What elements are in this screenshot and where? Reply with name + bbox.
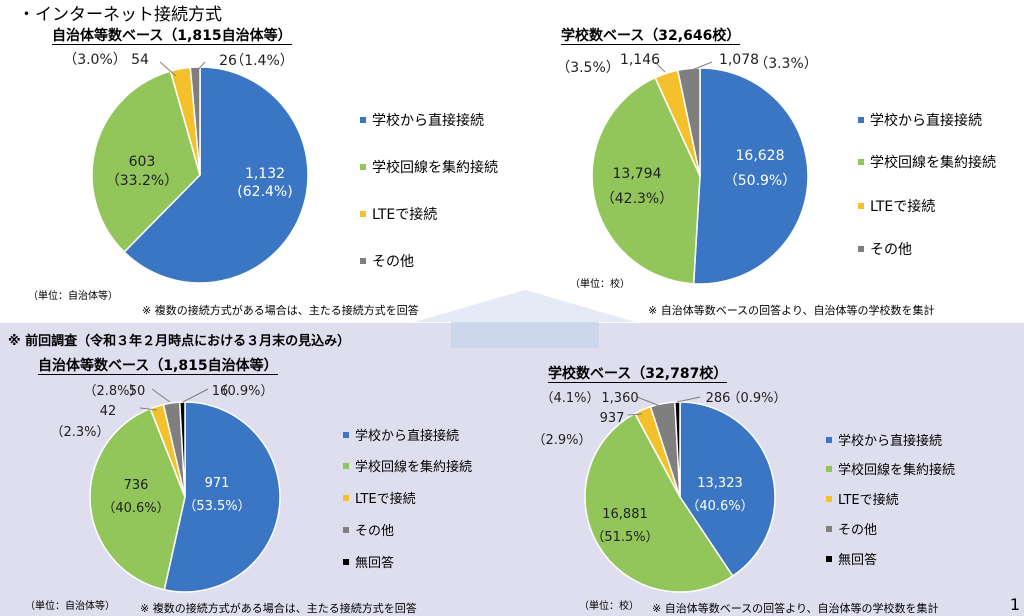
data-label-lte-percent: （2.3%） bbox=[50, 425, 109, 440]
pie-slice-aggregated bbox=[584, 412, 734, 593]
pie-slice-other bbox=[676, 67, 701, 177]
pie-slice-direct bbox=[163, 401, 281, 593]
pie-slice-aggregated bbox=[91, 70, 201, 254]
leader-line-other bbox=[636, 396, 661, 407]
data-label-lte-value: 1,146 bbox=[620, 52, 660, 68]
data-label-aggregated-value: 603 bbox=[129, 154, 156, 170]
legend-item-direct: 学校から直接接続 bbox=[360, 110, 484, 130]
data-label-lte-percent: （2.9%） bbox=[532, 433, 591, 448]
chart-4-unit: （単位：校） bbox=[579, 601, 639, 612]
legend-item-other: その他 bbox=[343, 520, 394, 539]
data-label-direct-value: 16,628 bbox=[736, 148, 785, 164]
leader-line-other bbox=[191, 61, 206, 77]
chart-1-unit: （単位：自治体等） bbox=[28, 291, 118, 302]
data-label-other-percent: （4.1%） bbox=[540, 391, 599, 406]
data-label-direct-value: 1,132 bbox=[245, 166, 285, 182]
leader-line-other bbox=[151, 388, 171, 403]
pie-slice-none bbox=[178, 401, 186, 498]
leader-line-lte bbox=[654, 61, 666, 73]
data-label-direct-percent: （53.5%） bbox=[183, 499, 250, 514]
legend-item-lte: LTEで接続 bbox=[826, 489, 899, 508]
data-label-aggregated-percent: （40.6%） bbox=[102, 501, 169, 516]
data-label-other-value: 1,078 bbox=[719, 52, 759, 68]
leader-line-other bbox=[686, 61, 713, 73]
data-label-other-value: 1,360 bbox=[601, 391, 638, 406]
data-label-other-percent: （1.4%） bbox=[230, 53, 294, 69]
data-label-direct-percent: (62.4%) bbox=[237, 184, 292, 200]
pie-slice-direct bbox=[123, 66, 309, 284]
data-label-none-value: 286 bbox=[706, 391, 731, 406]
chart-2-title: 学校数ベース（32,646校） bbox=[561, 28, 741, 45]
legend-item-lte: LTEで接続 bbox=[360, 204, 437, 224]
data-label-other-percent: （3.3%） bbox=[754, 56, 818, 72]
data-label-none-percent: （0.9%） bbox=[727, 391, 786, 406]
data-label-other-percent: （2.8%） bbox=[83, 384, 142, 399]
data-label-aggregated-value: 13,794 bbox=[613, 166, 662, 182]
data-label-direct-value: 13,323 bbox=[697, 476, 743, 491]
legend-item-direct: 学校から直接接続 bbox=[343, 425, 459, 444]
data-label-aggregated-percent: （33.2%） bbox=[106, 173, 178, 189]
data-label-other-value: 26 bbox=[219, 53, 237, 69]
page-title: ・インターネット接続方式 bbox=[18, 5, 222, 25]
chart-4-note: ※ 自治体等数ベースの回答より、自治体等の学校数を集計 bbox=[652, 602, 939, 615]
data-label-aggregated-value: 16,881 bbox=[602, 507, 648, 522]
chart-3-unit: （単位：自治体等） bbox=[25, 601, 115, 612]
legend-item-lte: LTEで接続 bbox=[343, 488, 416, 507]
legend-item-other: その他 bbox=[858, 239, 912, 259]
legend-item-direct: 学校から直接接続 bbox=[826, 430, 942, 449]
page-number: 1 bbox=[1009, 595, 1020, 614]
leader-line-lte bbox=[159, 61, 177, 77]
data-label-direct-percent: （40.6%） bbox=[686, 499, 753, 514]
data-label-lte-value: 937 bbox=[600, 411, 625, 426]
leader-line-none bbox=[182, 388, 209, 403]
chart-4-title: 学校数ベース（32,787校） bbox=[548, 366, 728, 383]
data-label-other-value: 50 bbox=[129, 384, 146, 399]
leader-line-none bbox=[676, 396, 701, 403]
chart-2-unit: （単位：校） bbox=[570, 279, 630, 290]
pie-slice-direct bbox=[692, 67, 809, 285]
legend-item-aggregated: 学校回線を集約接続 bbox=[360, 157, 498, 177]
chart-1-note: ※ 複数の接続方式がある場合は、主たる接続方式を回答 bbox=[142, 304, 419, 317]
data-label-aggregated-percent: （42.3%） bbox=[601, 191, 673, 207]
transition-arrow-icon bbox=[415, 290, 635, 348]
data-label-lte-value: 42 bbox=[100, 404, 117, 419]
legend-item-lte: LTEで接続 bbox=[858, 196, 935, 216]
data-label-lte-percent: （3.5%） bbox=[556, 60, 620, 76]
leader-line-lte bbox=[627, 413, 643, 416]
legend-item-none: 無回答 bbox=[343, 552, 394, 571]
pie-slice-aggregated bbox=[89, 407, 186, 591]
legend-item-other: その他 bbox=[360, 251, 414, 271]
legend-item-aggregated: 学校回線を集約接続 bbox=[826, 459, 955, 478]
data-label-direct-percent: （50.9%） bbox=[724, 173, 796, 189]
data-label-lte-percent: （3.0%） bbox=[63, 52, 127, 68]
legend-item-other: その他 bbox=[826, 519, 877, 538]
chart-3-note: ※ 複数の接続方式がある場合は、主たる接続方式を回答 bbox=[140, 602, 417, 615]
data-label-direct-value: 971 bbox=[205, 476, 230, 491]
previous-survey-heading: ※ 前回調査（令和３年２月時点における３月末の見込み） bbox=[8, 334, 351, 349]
chart-3-title: 自治体等数ベース（1,815自治体等） bbox=[38, 358, 278, 375]
chart-2-note: ※ 自治体等数ベースの回答より、自治体等の学校数を集計 bbox=[648, 304, 935, 317]
leader-line-lte bbox=[139, 407, 158, 411]
data-label-none-percent: （0.9%） bbox=[214, 384, 273, 399]
legend-item-none: 無回答 bbox=[826, 549, 877, 568]
data-label-none-value: 16 bbox=[212, 384, 229, 399]
legend-item-aggregated: 学校回線を集約接続 bbox=[858, 152, 996, 172]
legend-item-direct: 学校から直接接続 bbox=[858, 110, 982, 130]
data-label-lte-value: 54 bbox=[131, 52, 149, 68]
data-label-aggregated-value: 736 bbox=[124, 478, 149, 493]
data-label-aggregated-percent: （51.5%） bbox=[591, 530, 658, 545]
chart-1-title: 自治体等数ベース（1,815自治体等） bbox=[52, 28, 292, 45]
legend-item-aggregated: 学校回線を集約接続 bbox=[343, 456, 472, 475]
pie-slice-aggregated bbox=[591, 76, 701, 285]
